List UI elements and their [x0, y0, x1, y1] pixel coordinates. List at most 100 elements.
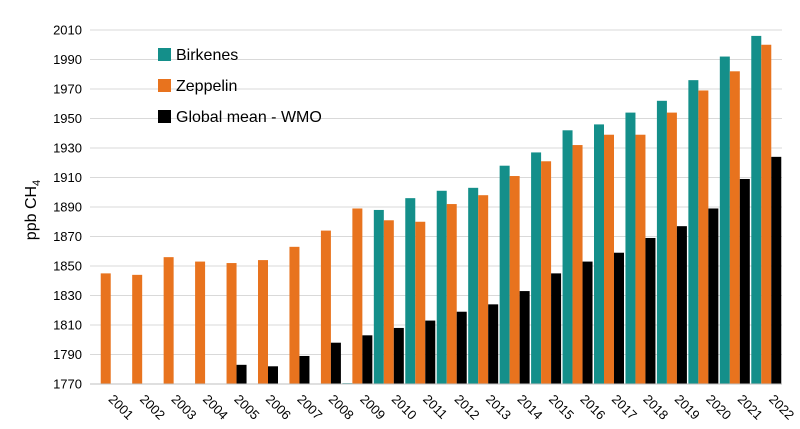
x-tick-label: 2008: [326, 392, 357, 423]
bar-zeppelin-2009: [352, 208, 363, 384]
legend-swatch-global-mean-wmo: [158, 110, 171, 123]
x-tick-label: 2019: [672, 392, 703, 423]
bar-global-mean-wmo-2010: [393, 327, 404, 384]
y-tick-label: 1990: [53, 52, 82, 67]
x-tick-label: 2022: [766, 392, 797, 423]
bar-birkenes-2017: [594, 124, 604, 385]
bar-birkenes-2021: [719, 56, 730, 385]
bar-global-mean-wmo-2019: [676, 226, 687, 384]
bar-zeppelin-2021: [729, 71, 740, 385]
bar-global-mean-wmo-2008: [330, 342, 341, 384]
legend: Birkenes Zeppelin Global mean - WMO: [158, 47, 322, 126]
legend-swatch-zeppelin: [158, 79, 171, 92]
bar-birkenes-2013: [468, 187, 479, 384]
bar-zeppelin-2022: [761, 44, 772, 384]
bar-birkenes-2019: [656, 100, 667, 385]
bar-global-mean-wmo-2009: [362, 335, 373, 384]
bar-zeppelin-2006: [258, 260, 268, 384]
y-tick-label: 1970: [53, 82, 82, 97]
bar-global-mean-wmo-2011: [425, 320, 436, 384]
x-tick-label: 2001: [106, 392, 137, 423]
bar-birkenes-2020: [688, 80, 699, 385]
bar-zeppelin-2004: [195, 261, 206, 384]
bar-global-mean-wmo-2022: [771, 156, 782, 384]
bar-global-mean-wmo-2006: [268, 366, 278, 384]
bar-zeppelin-2003: [163, 257, 174, 384]
x-tick-label: 2013: [483, 392, 514, 423]
bar-birkenes-2018: [625, 112, 636, 384]
y-tick-label: 1850: [53, 259, 82, 274]
x-tick-label: 2018: [640, 392, 671, 423]
bar-zeppelin-2019: [666, 112, 677, 384]
x-tick-label: 2021: [735, 392, 766, 423]
bar-zeppelin-2017: [604, 134, 614, 384]
bar-zeppelin-2012: [446, 204, 457, 384]
bar-global-mean-wmo-2007: [299, 355, 310, 384]
bar-global-mean-wmo-2021: [739, 178, 750, 384]
y-axis-label-subscript: 4: [31, 180, 43, 186]
x-tick-label: 2003: [169, 392, 200, 423]
bar-zeppelin-2002: [132, 274, 143, 384]
x-tick-label: 2009: [357, 392, 388, 423]
x-tick-label: 2006: [263, 392, 294, 423]
y-tick-label: 1910: [53, 170, 82, 185]
x-tick-label: 2020: [703, 392, 734, 423]
y-tick-label: 1810: [53, 318, 82, 333]
y-axis-label: ppb CH4: [23, 180, 43, 240]
x-tick-label: 2002: [137, 392, 168, 423]
y-tick-label: 1770: [53, 377, 82, 392]
y-tick-label: 1930: [53, 141, 82, 156]
y-tick-label: 1870: [53, 229, 82, 244]
bar-birkenes-2022: [751, 35, 762, 385]
bar-birkenes-2015: [531, 152, 542, 384]
bar-zeppelin-2020: [698, 90, 709, 384]
x-tick-label: 2016: [577, 392, 608, 423]
bar-zeppelin-2007: [289, 246, 300, 384]
bar-global-mean-wmo-2016: [582, 261, 593, 384]
bar-zeppelin-2015: [541, 161, 552, 384]
legend-swatch-birkenes: [158, 48, 171, 61]
legend-label-zeppelin: Zeppelin: [176, 78, 237, 95]
x-tick-label: 2005: [231, 392, 262, 423]
bar-zeppelin-2018: [635, 134, 646, 384]
x-tick-label: 2011: [420, 392, 450, 422]
y-tick-label: 1790: [53, 347, 82, 362]
x-tick-label: 2017: [609, 392, 640, 423]
bar-zeppelin-2013: [478, 195, 489, 384]
bar-zeppelin-2001: [100, 273, 111, 384]
bar-zeppelin-2008: [320, 230, 331, 384]
x-tick-label: 2015: [546, 392, 577, 423]
bar-global-mean-wmo-2012: [456, 311, 467, 384]
bar-birkenes-2012: [436, 190, 447, 384]
y-tick-label: 1890: [53, 200, 82, 215]
bar-zeppelin-2011: [415, 221, 426, 384]
bar-birkenes-2010: [373, 209, 384, 384]
x-tick-label: 2004: [200, 392, 231, 423]
legend-label-global-mean-wmo: Global mean - WMO: [176, 109, 322, 126]
y-axis-ticks: 1770 1790 1810 1830 1850 1870 1890 1910 1930 1950…: [53, 23, 82, 392]
y-tick-label: 2010: [53, 23, 82, 38]
gridlines: [90, 29, 782, 355]
y-tick-label: 1950: [53, 111, 82, 126]
bar-global-mean-wmo-2005: [236, 364, 247, 384]
x-tick-label: 2012: [452, 392, 483, 423]
bar-global-mean-wmo-2020: [708, 208, 719, 384]
x-tick-label: 2014: [515, 392, 546, 423]
bar-zeppelin-2010: [383, 220, 394, 384]
x-tick-label: 2010: [389, 392, 420, 423]
bar-zeppelin-2014: [509, 176, 520, 384]
bar-zeppelin-2016: [572, 145, 583, 384]
legend-label-birkenes: Birkenes: [176, 47, 238, 64]
bar-global-mean-wmo-2015: [551, 273, 562, 384]
bars: [100, 35, 782, 385]
bar-global-mean-wmo-2014: [519, 291, 530, 384]
y-tick-label: 1830: [53, 288, 82, 303]
bar-birkenes-2011: [405, 198, 416, 384]
bar-global-mean-wmo-2018: [645, 237, 656, 384]
x-tick-label: 2007: [294, 392, 325, 423]
bar-zeppelin-2005: [226, 263, 237, 384]
bar-birkenes-2014: [499, 165, 510, 384]
bar-global-mean-wmo-2017: [614, 252, 624, 384]
bar-global-mean-wmo-2013: [488, 304, 499, 384]
